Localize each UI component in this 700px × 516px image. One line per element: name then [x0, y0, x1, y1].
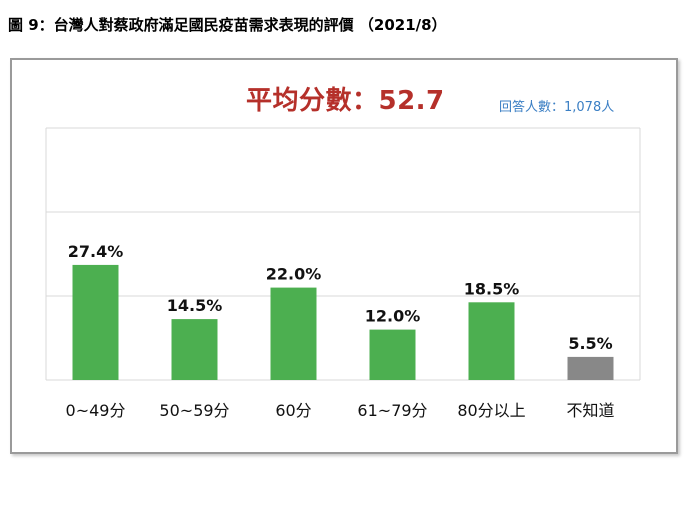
category-label: 50~59分 — [159, 401, 229, 420]
respondent-count: 回答人數：1,078人 — [499, 100, 615, 115]
bar-3 — [270, 287, 317, 380]
value-labels: 27.4% 14.5% 22.0% 12.0% 18.5% 5.5% — [68, 242, 613, 353]
gridlines — [45, 127, 641, 381]
value-label: 14.5% — [167, 296, 223, 315]
figure-title: 圖 9：台灣人對蔡政府滿足國民疫苗需求表現的評價 （2021/8） — [8, 16, 447, 34]
category-labels: 0~49分 50~59分 60分 61~79分 80分以上 不知道 — [66, 401, 615, 420]
category-label: 0~49分 — [66, 401, 126, 420]
value-label: 12.0% — [365, 307, 421, 326]
bar-6 — [567, 356, 614, 380]
chart-frame — [10, 58, 678, 454]
value-label: 22.0% — [266, 265, 322, 284]
category-label: 60分 — [275, 401, 311, 420]
category-label: 61~79分 — [357, 401, 427, 420]
value-label: 5.5% — [568, 334, 612, 353]
value-label: 18.5% — [464, 279, 520, 298]
bar-4 — [369, 329, 416, 380]
bars — [72, 264, 614, 380]
bar-1 — [72, 264, 119, 380]
category-label: 不知道 — [566, 401, 614, 420]
bar-2 — [171, 319, 218, 380]
average-score: 平均分數：52.7 — [246, 86, 445, 116]
value-label: 27.4% — [68, 242, 124, 261]
bar-5 — [468, 302, 515, 380]
category-label: 80分以上 — [457, 401, 525, 420]
